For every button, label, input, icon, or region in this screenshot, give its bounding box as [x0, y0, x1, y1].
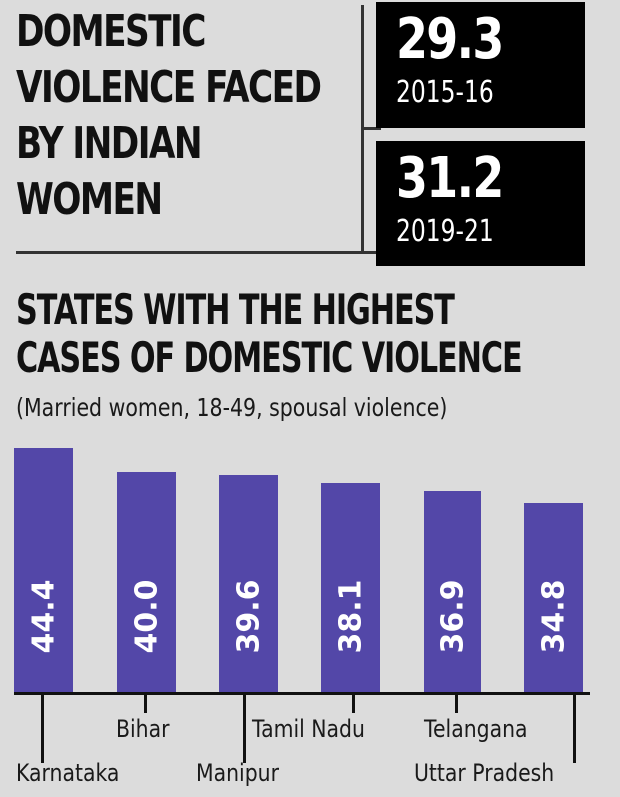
bar-value-label: 34.8: [536, 579, 571, 654]
bar-manipur: 39.6: [219, 475, 278, 693]
tick-uttar-pradesh: [573, 695, 576, 763]
tick-manipur: [243, 695, 246, 763]
stat-box-2015-16: 29.3 2015-16: [376, 2, 585, 128]
state-label-uttar-pradesh: Uttar Pradesh: [414, 759, 555, 787]
tick-bihar: [144, 695, 147, 713]
state-label-telangana: Telangana: [424, 715, 528, 743]
main-headline: DOMESTIC VIOLENCE FACED BY INDIAN WOMEN: [16, 4, 322, 228]
state-label-manipur: Manipur: [196, 759, 279, 787]
headline-line-2: VIOLENCE FACED: [16, 62, 322, 113]
bar-value-label: 40.0: [129, 579, 164, 654]
bar-value-label: 36.9: [435, 579, 470, 654]
headline-line-3: BY INDIAN: [16, 118, 203, 169]
stat-box-2019-21: 31.2 2019-21: [376, 141, 585, 266]
stat-period: 2015-16: [396, 75, 494, 110]
stat-value: 29.3: [396, 7, 504, 72]
bar-telangana: 36.9: [424, 491, 481, 693]
x-axis-line: [14, 692, 590, 695]
bar-value-label: 39.6: [231, 579, 266, 654]
chart-title: STATES WITH THE HIGHEST CASES OF DOMESTI…: [16, 285, 523, 382]
chart-title-line-1: STATES WITH THE HIGHEST: [16, 285, 455, 334]
bar-karnataka: 44.4: [14, 448, 73, 693]
bar-bihar: 40.0: [117, 472, 176, 693]
headline-line-4: WOMEN: [16, 174, 163, 225]
chart-subtitle: (Married women, 18-49, spousal violence): [16, 393, 448, 422]
bar-chart: 44.4 40.0 39.6 38.1 36.9 34.8 Karnataka …: [0, 440, 620, 797]
divider-horizontal: [16, 251, 382, 254]
chart-title-line-2: CASES OF DOMESTIC VIOLENCE: [16, 333, 523, 382]
headline-line-1: DOMESTIC: [16, 6, 206, 57]
tick-tamil-nadu: [352, 695, 355, 713]
bar-tamil-nadu: 38.1: [321, 483, 380, 693]
bar-value-label: 44.4: [26, 579, 61, 654]
stat-period: 2019-21: [396, 214, 494, 249]
divider-connector: [361, 127, 381, 130]
state-label-karnataka: Karnataka: [16, 759, 120, 787]
state-label-bihar: Bihar: [116, 715, 170, 743]
stat-value: 31.2: [396, 146, 504, 211]
bar-uttar-pradesh: 34.8: [524, 503, 583, 693]
state-label-tamil-nadu: Tamil Nadu: [252, 715, 365, 743]
tick-telangana: [455, 695, 458, 713]
tick-karnataka: [41, 695, 44, 763]
bar-value-label: 38.1: [333, 579, 368, 654]
